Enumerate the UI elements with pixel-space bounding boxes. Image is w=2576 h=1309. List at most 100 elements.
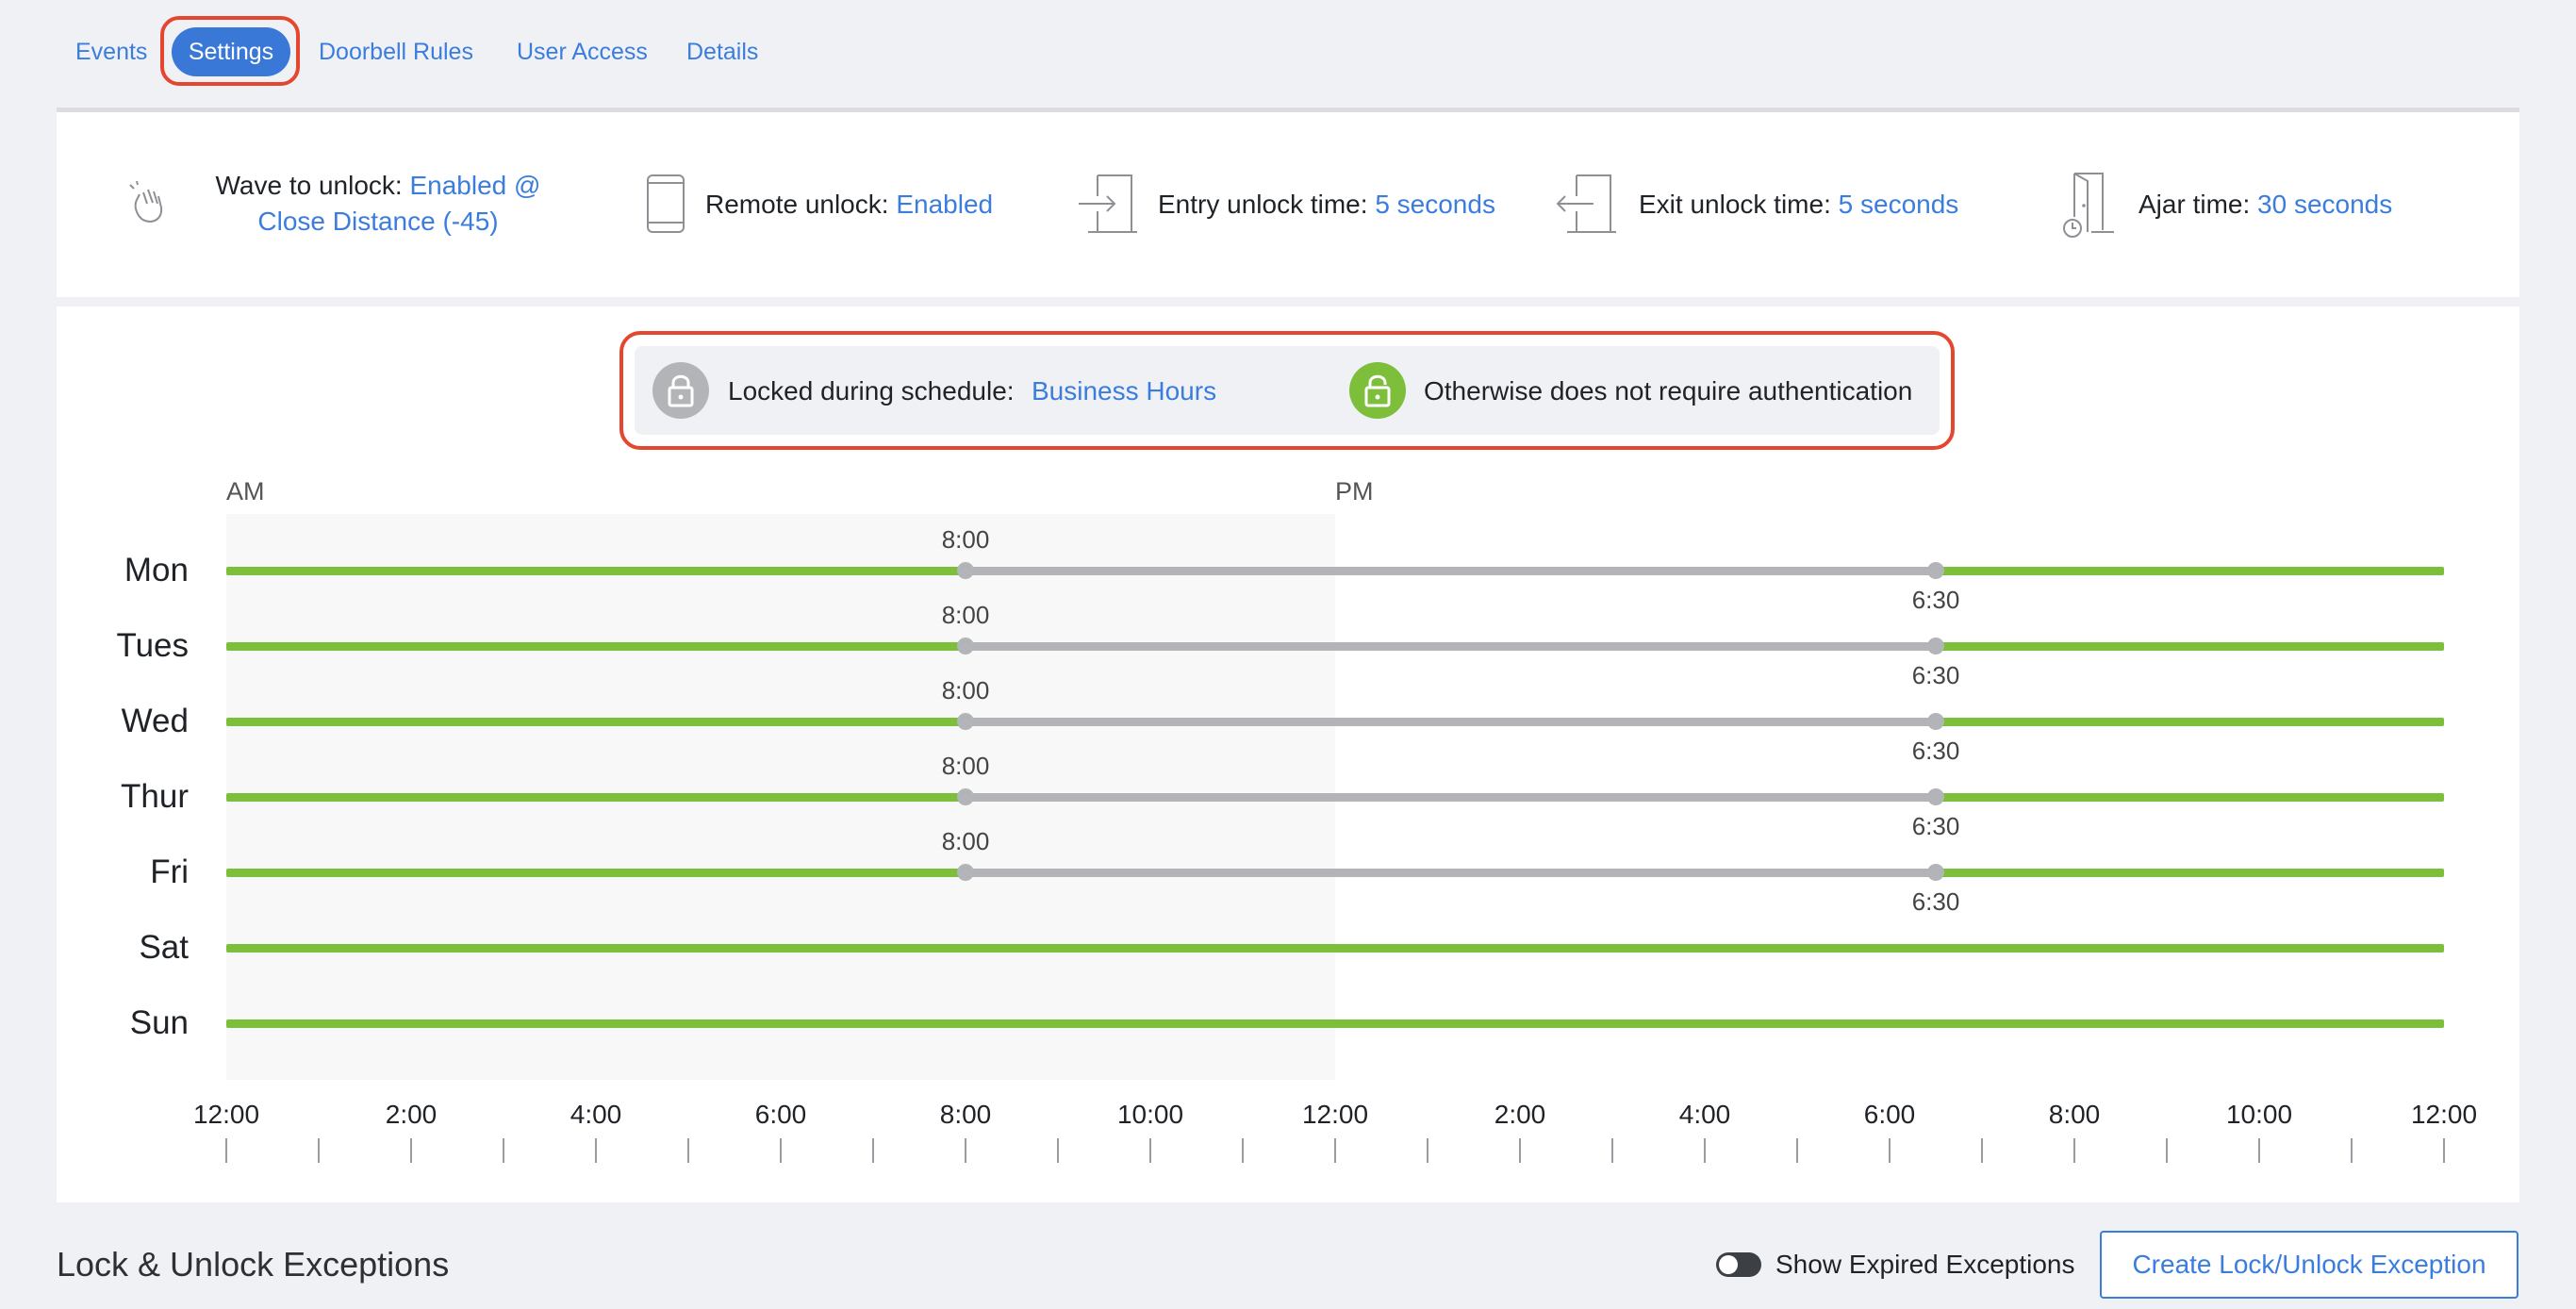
unlocked-bar (226, 944, 2444, 953)
schedule-end-handle[interactable] (1927, 788, 1944, 805)
start-time-label: 8:00 (941, 752, 990, 780)
hand-wave-icon (129, 181, 163, 224)
axis-tick (1057, 1138, 1059, 1163)
tab-settings[interactable]: Settings (172, 27, 290, 76)
axis-tick (503, 1138, 504, 1163)
unlocked-bar (226, 642, 966, 651)
axis-tick (595, 1138, 597, 1163)
axis-tick (687, 1138, 689, 1163)
ajar-time-value[interactable]: 30 seconds (2257, 190, 2393, 219)
axis-tick (410, 1138, 412, 1163)
unlocked-bar (226, 869, 966, 877)
settings-tab-highlight (160, 16, 300, 86)
entry-unlock-time-value[interactable]: 5 seconds (1375, 190, 1495, 219)
axis-tick (2443, 1138, 2445, 1163)
start-time-label: 8:00 (941, 525, 990, 554)
day-label: Mon (124, 552, 189, 588)
axis-tick-label: 8:00 (2048, 1100, 2101, 1129)
exit-unlock-time-value[interactable]: 5 seconds (1838, 190, 1959, 219)
axis-tick-label: 4:00 (570, 1100, 622, 1129)
end-time-label: 6:30 (1911, 586, 1960, 614)
axis-tick (965, 1138, 966, 1163)
remote-unlock-label: Remote unlock: (705, 190, 897, 219)
tab-details[interactable]: Details (686, 39, 759, 65)
schedule-end-handle[interactable] (1927, 713, 1944, 730)
schedule-start-handle[interactable] (957, 638, 974, 654)
axis-tick (1611, 1138, 1613, 1163)
door-entry-icon (1079, 174, 1137, 233)
axis-tick-label: 8:00 (939, 1100, 992, 1129)
axis-tick-label: 6:00 (754, 1100, 807, 1129)
axis-tick (1704, 1138, 1706, 1163)
axis-tick-label: 2:00 (1494, 1100, 1546, 1129)
wave-to-unlock-value-line1[interactable]: Enabled @ (409, 171, 541, 200)
axis-tick (2351, 1138, 2353, 1163)
unlocked-bar (1936, 793, 2444, 802)
locked-bar (966, 567, 1936, 575)
remote-unlock-value[interactable]: Enabled (896, 190, 994, 219)
axis-tick-label: 10:00 (2225, 1100, 2293, 1129)
axis-tick-label: 12:00 (2410, 1100, 2478, 1129)
unlocked-bar (226, 1019, 2444, 1028)
unlocked-padlock-icon (1349, 362, 1406, 419)
otherwise-label: Otherwise does not require authenticatio… (1424, 376, 1913, 406)
axis-tick-label: 6:00 (1863, 1100, 1916, 1129)
schedule-end-handle[interactable] (1927, 562, 1944, 579)
axis-tick-label: 4:00 (1678, 1100, 1731, 1129)
unlocked-bar (226, 718, 966, 726)
day-label: Sun (129, 1004, 189, 1041)
wave-to-unlock-label: Wave to unlock: (215, 171, 410, 200)
tab-events[interactable]: Events (75, 39, 148, 65)
show-expired-toggle[interactable] (1716, 1252, 1761, 1277)
door-exit-icon (1556, 174, 1616, 233)
start-time-label: 8:00 (941, 676, 990, 704)
unlocked-bar (226, 793, 966, 802)
unlocked-bar (1936, 869, 2444, 877)
toggle-knob (1719, 1255, 1738, 1274)
day-label: Fri (150, 853, 189, 890)
schedule-start-handle[interactable] (957, 864, 974, 881)
start-time-label: 8:00 (941, 827, 990, 855)
axis-tick-label: 2:00 (385, 1100, 438, 1129)
schedule-name-link[interactable]: Business Hours (1032, 376, 1217, 406)
schedule-start-handle[interactable] (957, 713, 974, 730)
exit-unlock-time-label: Exit unlock time: (1639, 190, 1839, 219)
wave-to-unlock-value-line2[interactable]: Close Distance (-45) (257, 207, 499, 236)
wave-to-unlock-setting: Wave to unlock: Enabled @ Close Distance… (211, 168, 545, 240)
axis-tick (1796, 1138, 1798, 1163)
legend-highlight (619, 331, 1955, 450)
axis-tick (2166, 1138, 2168, 1163)
axis-tick-label: 12:00 (192, 1100, 260, 1129)
tab-user-access[interactable]: User Access (517, 39, 648, 65)
locked-during-label: Locked during schedule: (728, 376, 1015, 406)
locked-bar (966, 869, 1936, 877)
axis-tick (225, 1138, 227, 1163)
pm-label: PM (1335, 477, 1374, 505)
axis-tick (2258, 1138, 2260, 1163)
schedule-end-handle[interactable] (1927, 864, 1944, 881)
axis-tick-label: 10:00 (1116, 1100, 1184, 1129)
phone-icon (647, 174, 685, 233)
axis-tick (872, 1138, 874, 1163)
entry-unlock-time-label: Entry unlock time: (1158, 190, 1376, 219)
create-exception-button[interactable]: Create Lock/Unlock Exception (2100, 1231, 2518, 1299)
end-time-label: 6:30 (1911, 887, 1960, 916)
axis-tick (1427, 1138, 1428, 1163)
exceptions-title: Lock & Unlock Exceptions (57, 1245, 450, 1284)
unlocked-bar (1936, 642, 2444, 651)
day-label: Tues (116, 627, 189, 664)
day-label: Thur (121, 778, 189, 815)
axis-tick (1149, 1138, 1151, 1163)
axis-tick (1981, 1138, 1983, 1163)
axis-tick (1519, 1138, 1521, 1163)
schedule-end-handle[interactable] (1927, 638, 1944, 654)
tab-doorbell-rules[interactable]: Doorbell Rules (319, 39, 473, 65)
end-time-label: 6:30 (1911, 661, 1960, 689)
show-expired-label: Show Expired Exceptions (1775, 1250, 2075, 1279)
schedule-start-handle[interactable] (957, 788, 974, 805)
unlocked-bar (226, 567, 966, 575)
exit-unlock-time-setting: Exit unlock time: 5 seconds (1639, 187, 1958, 223)
schedule-start-handle[interactable] (957, 562, 974, 579)
settings-summary-panel (57, 112, 2519, 297)
schedule-legend (635, 346, 1940, 435)
